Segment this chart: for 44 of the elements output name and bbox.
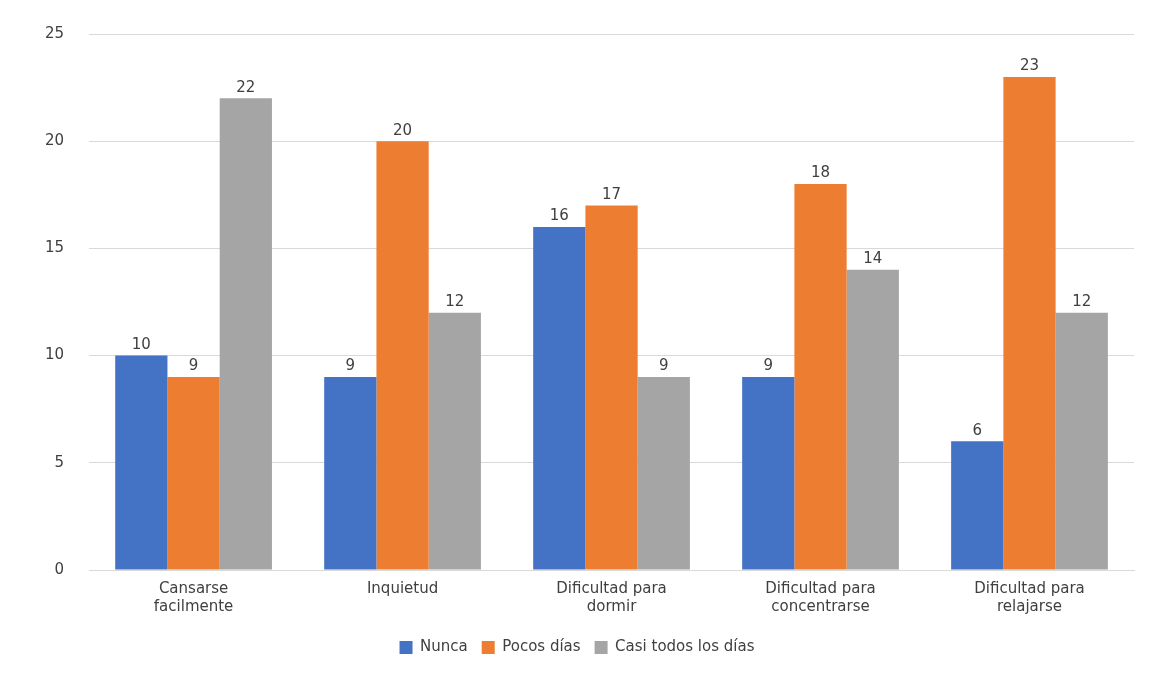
legend-label: Nunca	[420, 637, 468, 656]
bar	[1055, 312, 1108, 570]
bar	[794, 184, 847, 570]
data-label: 10	[131, 334, 151, 353]
x-tick-label: Dificultad para dormir	[556, 578, 667, 615]
data-label: 14	[863, 249, 883, 268]
bar	[951, 441, 1004, 570]
y-tick-label: 10	[44, 345, 65, 364]
x-tick-label: Inquietud	[366, 578, 439, 597]
data-label: 16	[549, 206, 569, 225]
bar	[219, 98, 272, 570]
data-label: 23	[1019, 56, 1040, 75]
bar	[846, 269, 899, 570]
bar	[637, 377, 690, 570]
data-label: 22	[236, 77, 256, 96]
x-tick-label: Dificultad para relajarse	[974, 578, 1085, 615]
y-tick-label: 5	[54, 452, 65, 471]
data-label: 6	[972, 420, 983, 439]
legend-label: Casi todos los días	[615, 637, 755, 656]
bar	[115, 355, 168, 570]
y-tick-label: 15	[44, 238, 65, 257]
bar	[1003, 76, 1056, 570]
bar	[167, 377, 220, 570]
legend-label: Pocos días	[502, 637, 581, 656]
y-tick-label: 25	[44, 23, 65, 42]
bar	[533, 226, 586, 570]
y-tick-label: 20	[44, 131, 65, 150]
x-tick-label: Dificultad para concentrarse	[765, 578, 876, 615]
bar	[585, 205, 638, 570]
data-label: 18	[810, 163, 831, 182]
data-label: 12	[445, 292, 465, 311]
data-label: 9	[763, 356, 774, 375]
data-label: 9	[188, 356, 199, 375]
data-label: 9	[659, 356, 669, 375]
bar	[324, 377, 377, 570]
x-tick-label: Cansarse facilmente	[153, 578, 234, 615]
data-label: 20	[393, 120, 413, 139]
bar	[376, 141, 429, 570]
data-label: 12	[1072, 292, 1092, 311]
data-label: 9	[345, 356, 356, 375]
bar	[742, 377, 795, 570]
data-label: 17	[602, 184, 622, 203]
bar	[428, 312, 481, 570]
y-tick-label: 0	[54, 559, 65, 578]
